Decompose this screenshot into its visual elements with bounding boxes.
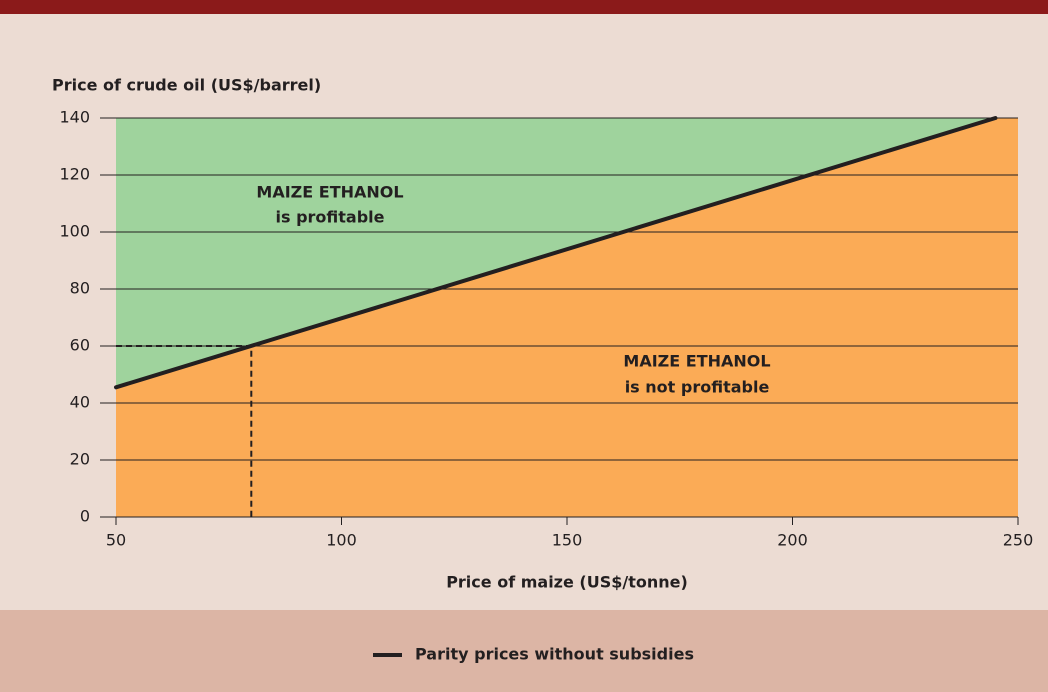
legend-label: Parity prices without subsidies [415,645,694,664]
x-tick-label: 100 [326,531,357,550]
y-tick-label: 0 [80,507,90,526]
region-below [116,118,1018,517]
legend-band [0,610,1048,692]
x-tick-label: 250 [1003,531,1034,550]
x-tick-label: 50 [106,531,126,550]
y-tick-label: 20 [70,450,90,469]
region-label: MAIZE ETHANOL [256,183,403,202]
plot-area [100,116,1019,525]
top-bar [0,0,1048,14]
region-label: MAIZE ETHANOL [623,352,770,371]
x-axis-label: Price of maize (US$/tonne) [446,573,688,592]
y-tick-label: 140 [59,108,90,127]
y-tick-label: 120 [59,165,90,184]
x-tick-label: 150 [552,531,583,550]
region-label: is profitable [275,208,384,227]
region-label: is not profitable [625,378,770,397]
parity-line [114,116,998,390]
x-tick-label: 200 [777,531,808,550]
y-tick-label: 100 [59,222,90,241]
y-tick-label: 80 [70,279,90,298]
y-tick-label: 40 [70,393,90,412]
y-tick-label: 60 [70,336,90,355]
y-axis-label: Price of crude oil (US$/barrel) [52,76,321,95]
